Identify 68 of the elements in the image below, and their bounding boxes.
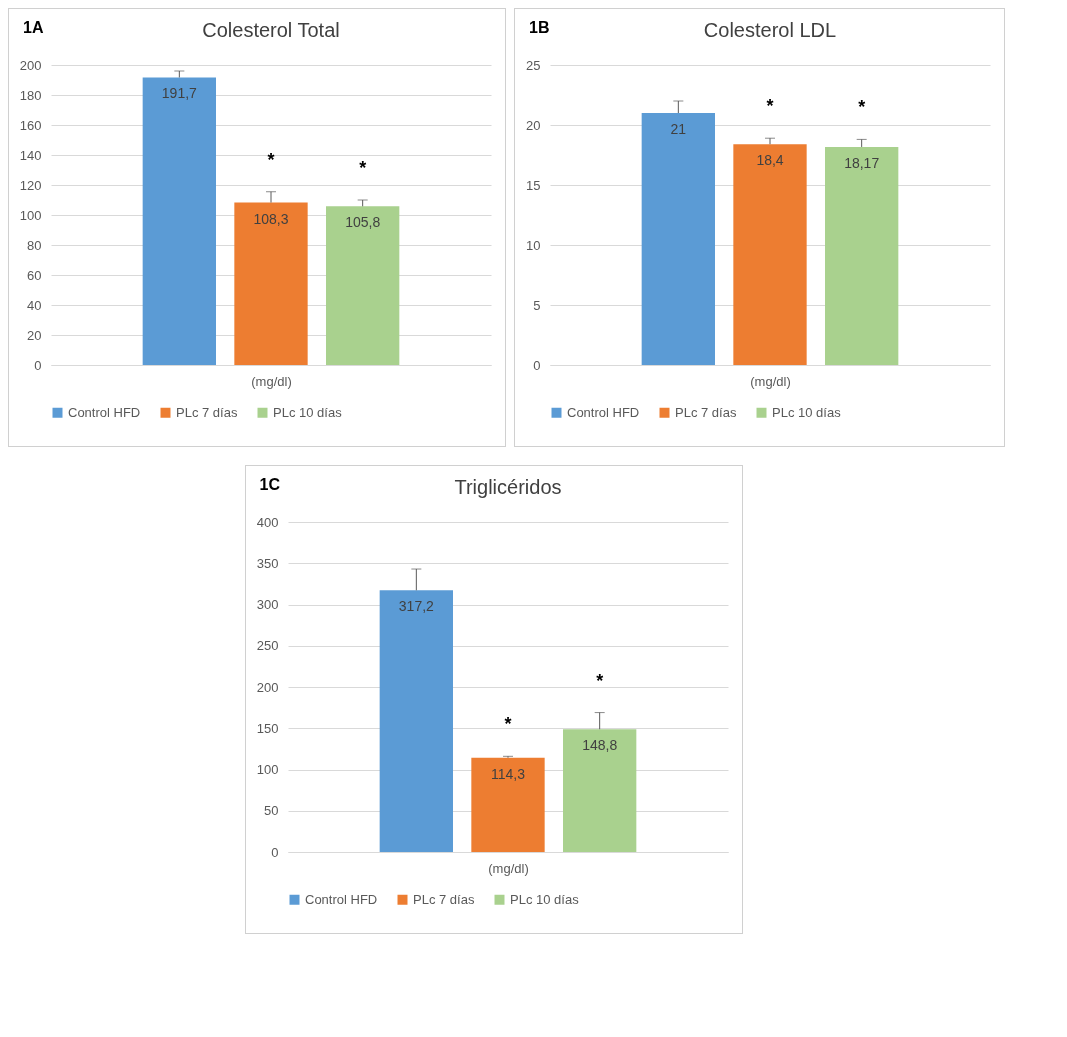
chart-title: Colesterol Total	[202, 19, 340, 41]
legend-label: Control HFD	[68, 404, 141, 420]
x-axis-title: (mg/dl)	[487, 860, 529, 876]
y-tick-label: 150	[256, 720, 278, 736]
y-tick-label: 5	[533, 297, 541, 313]
y-tick-label: 20	[27, 327, 42, 343]
y-tick-label: 60	[27, 267, 42, 283]
data-label: 21	[670, 121, 687, 137]
legend-label: PLc 7 días	[176, 404, 238, 420]
legend-label: PLc 10 días	[273, 404, 343, 420]
y-tick-label: 100	[256, 762, 278, 777]
legend-label: Control HFD	[304, 891, 377, 907]
y-tick-label: 50	[263, 803, 278, 819]
y-tick-label: 0	[270, 844, 278, 860]
x-axis-title: (mg/dl)	[750, 373, 791, 389]
y-tick-label: 250	[256, 638, 278, 654]
y-tick-label: 0	[34, 357, 42, 373]
y-tick-label: 200	[256, 679, 278, 695]
y-tick-label: 180	[19, 87, 42, 103]
bar	[470, 757, 545, 852]
annotation: *	[858, 97, 866, 118]
y-tick-label: 400	[256, 514, 278, 530]
bar	[142, 77, 216, 365]
y-tick-label: 80	[27, 237, 42, 253]
y-tick-label: 300	[256, 597, 278, 612]
data-label: 105,8	[345, 214, 381, 231]
annotation: *	[267, 149, 275, 170]
data-label: 108,3	[253, 210, 289, 227]
bar	[234, 202, 308, 365]
legend-label: PLc 10 días	[772, 404, 842, 420]
legend-label: PLc 10 días	[509, 891, 579, 907]
y-tick-label: 200	[19, 57, 42, 73]
data-label: 18,17	[844, 154, 880, 171]
bar	[825, 146, 899, 365]
text: 1C	[259, 476, 280, 494]
data-label: 148,8	[581, 737, 617, 754]
y-tick-label: 100	[19, 207, 42, 223]
legend-label: PLc 7 días	[412, 891, 475, 907]
y-tick-label: 15	[526, 177, 541, 193]
annotation: *	[766, 96, 774, 117]
bar	[733, 144, 807, 365]
y-tick-label: 140	[19, 147, 42, 163]
data-label: 317,2	[398, 598, 434, 615]
bar	[326, 206, 400, 365]
text: 1A	[23, 19, 44, 37]
annotation: *	[595, 670, 603, 691]
y-tick-label: 0	[533, 357, 541, 373]
y-tick-label: 350	[256, 555, 278, 571]
annotation: *	[503, 714, 512, 735]
y-tick-label: 40	[27, 297, 42, 313]
bar	[562, 729, 636, 852]
annotation: *	[359, 158, 367, 178]
data-label: 18,4	[756, 152, 784, 169]
y-tick-label: 20	[526, 117, 541, 133]
text: 1B	[529, 19, 550, 37]
legend-label: Control HFD	[567, 404, 640, 420]
data-label: 191,7	[161, 85, 198, 102]
y-tick-label: 10	[526, 237, 541, 253]
y-tick-label: 25	[526, 57, 541, 73]
legend-label: PLc 7 días	[675, 404, 737, 420]
y-tick-label: 160	[19, 117, 42, 133]
bar	[379, 590, 453, 852]
chart-title: Triglicéridos	[453, 476, 562, 498]
x-axis-title: (mg/dl)	[251, 373, 292, 389]
chart-title: Colesterol LDL	[703, 19, 837, 41]
data-label: 114,3	[490, 765, 525, 782]
y-tick-label: 120	[19, 177, 42, 193]
bar	[641, 113, 715, 365]
